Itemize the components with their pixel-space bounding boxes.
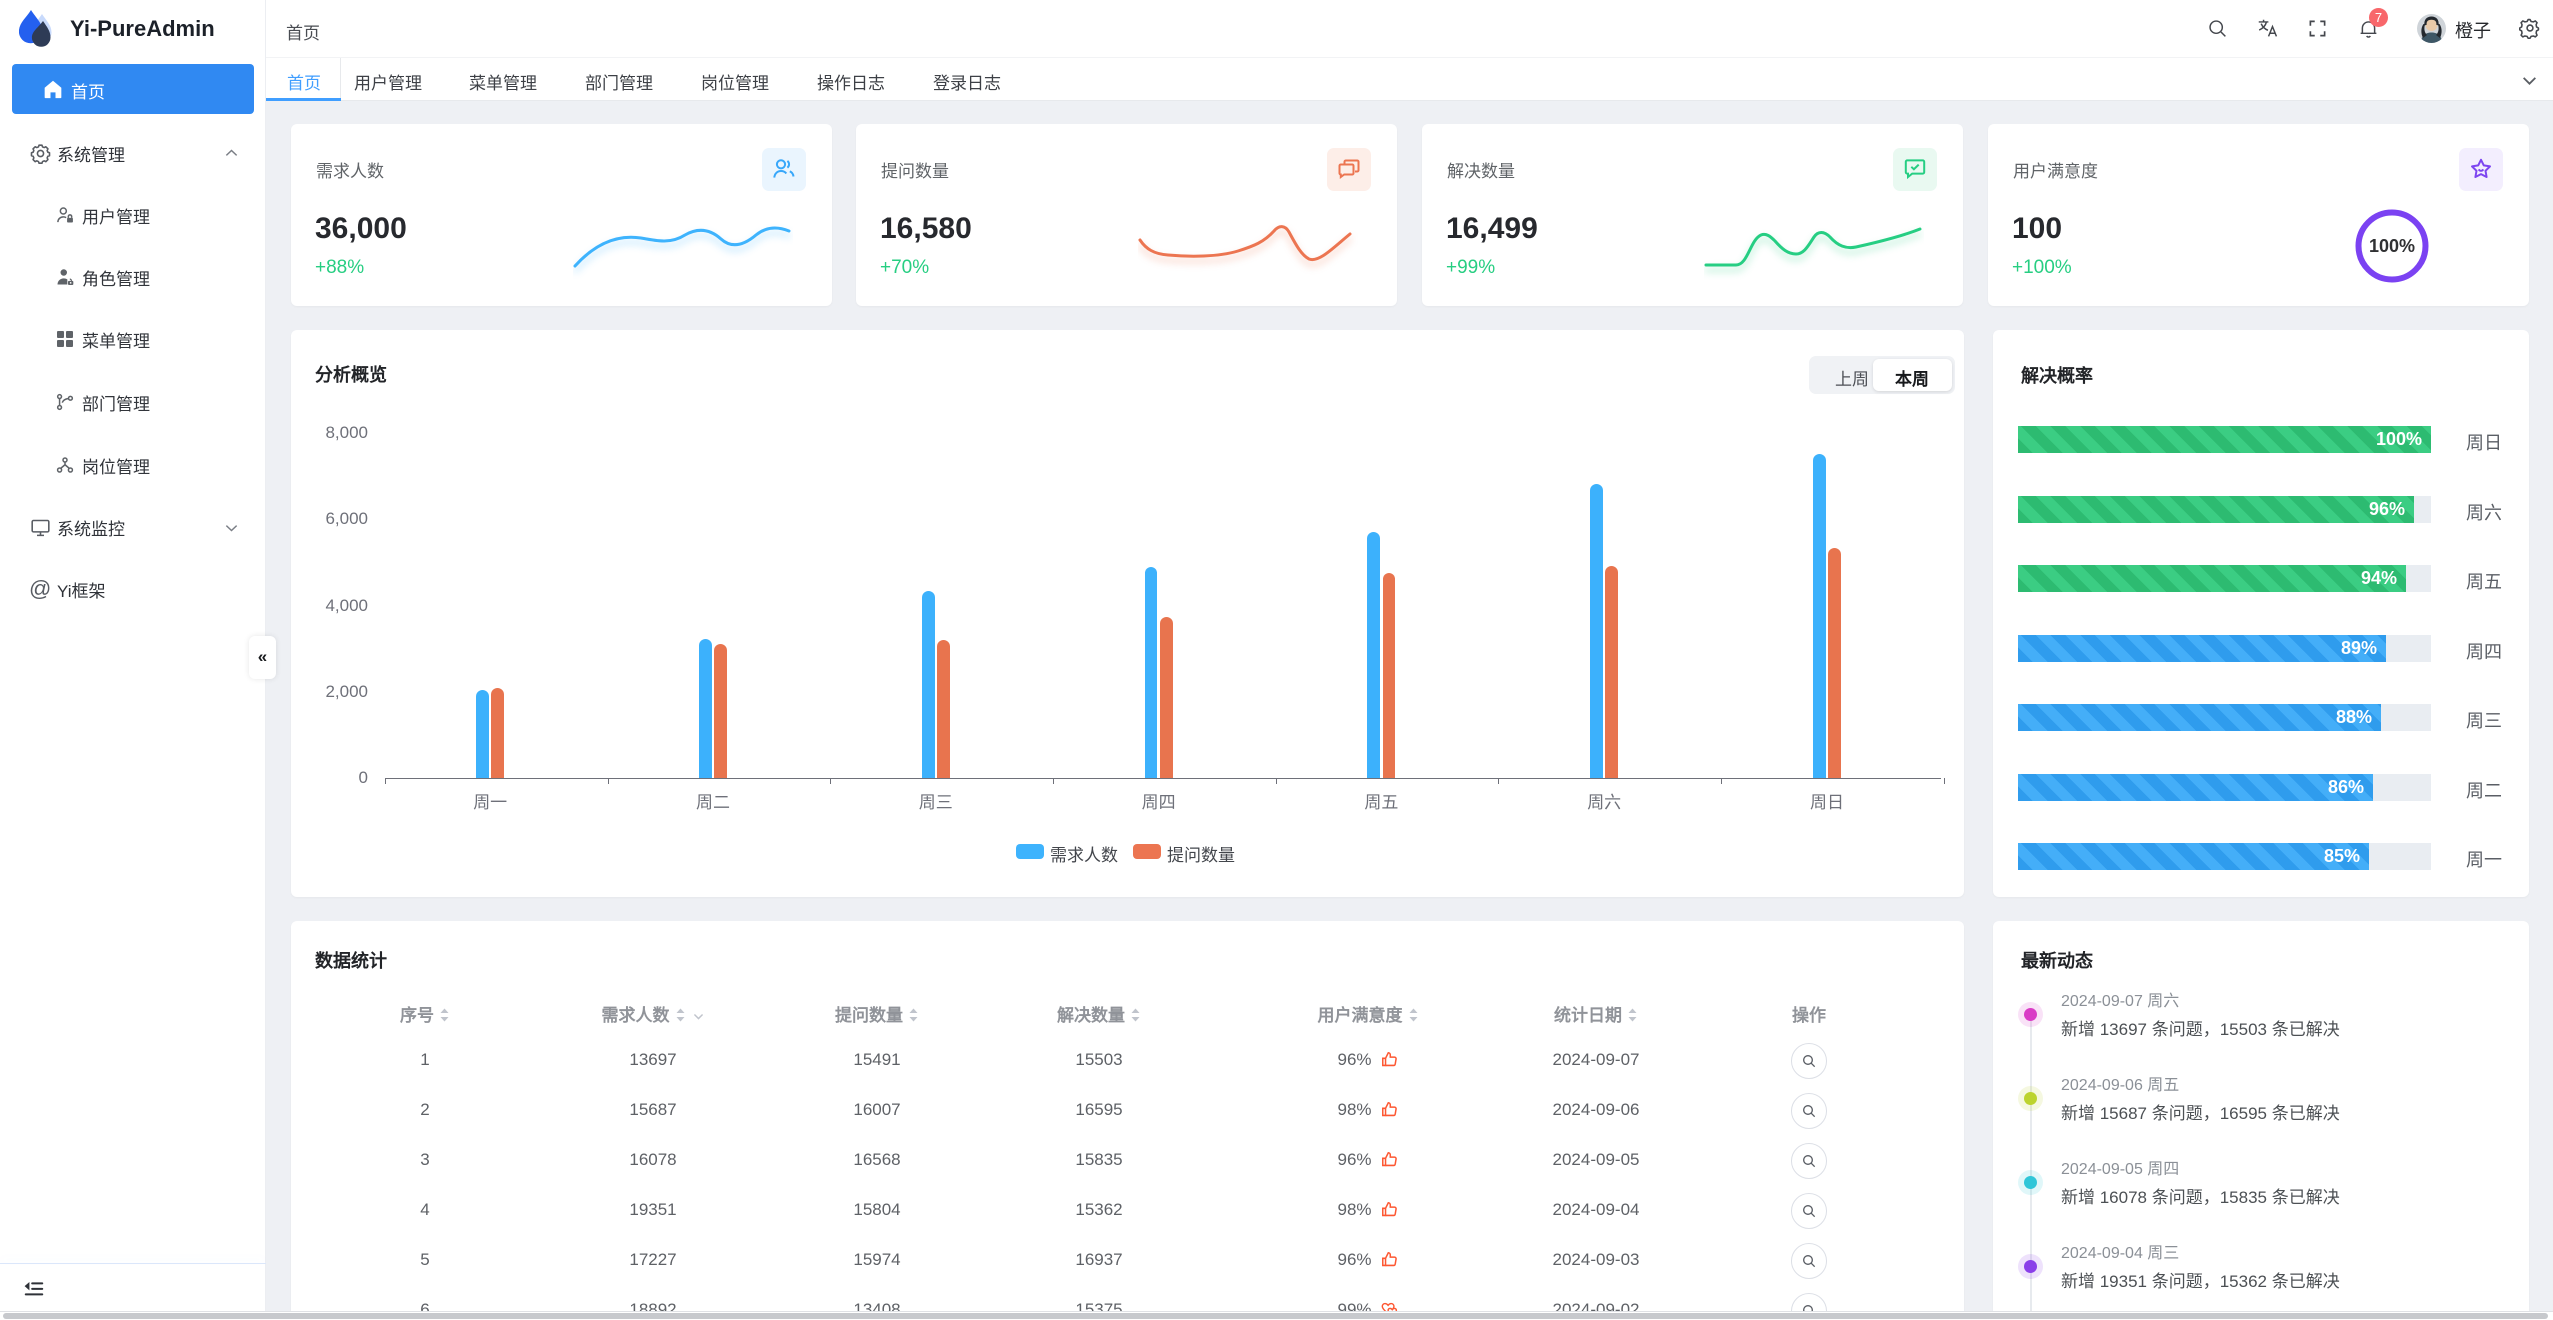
svg-text:100%: 100% xyxy=(2369,236,2415,256)
